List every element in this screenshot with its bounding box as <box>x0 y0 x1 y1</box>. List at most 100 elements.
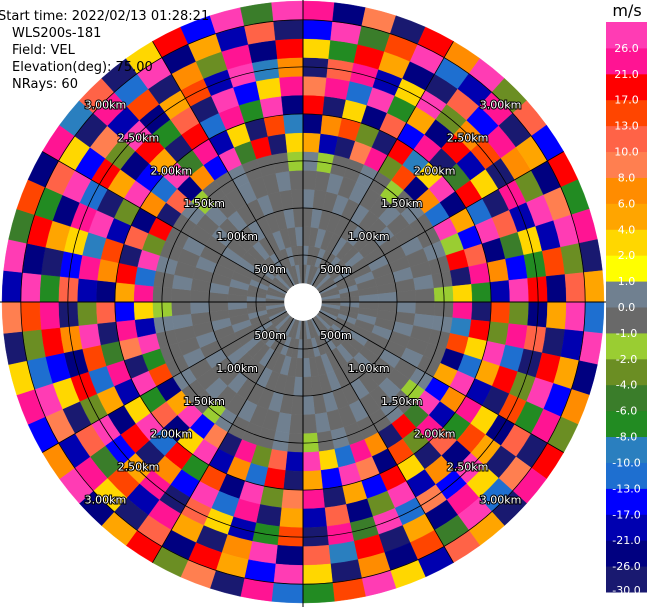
center-blank <box>284 283 322 321</box>
colorbar-tick-label: -2.0 <box>616 353 637 366</box>
velocity-cell <box>271 582 304 604</box>
colorbar-segment <box>606 462 647 489</box>
velocity-cell <box>302 395 316 416</box>
colorbar-segment <box>606 307 647 334</box>
velocity-cell <box>452 284 473 303</box>
range-ring-label: 1.00km <box>216 230 258 243</box>
velocity-cell <box>289 414 304 434</box>
velocity-cell <box>275 38 304 59</box>
velocity-cell <box>171 288 191 303</box>
range-ring-label: 500m <box>320 263 352 276</box>
range-ring <box>114 113 492 491</box>
range-ring-label: 500m <box>254 263 286 276</box>
velocity-cell <box>283 470 304 491</box>
velocity-cell <box>486 321 510 346</box>
colorbar-tick-label: 10.0 <box>614 146 639 159</box>
range-ring-label: 500m <box>254 329 286 342</box>
colorbar-segment <box>606 436 647 463</box>
velocity-cell <box>133 284 154 303</box>
colorbar-segment <box>606 229 647 256</box>
info-line: Field: VEL <box>12 43 76 58</box>
radial-line <box>302 151 564 303</box>
range-ring-label: 2.00km <box>414 428 456 441</box>
range-ring-label: 3.00km <box>85 494 127 507</box>
colorbar-segment <box>606 358 647 386</box>
velocity-cell <box>275 545 304 566</box>
velocity-cell <box>208 301 229 313</box>
colorbar-segment <box>606 22 647 49</box>
colorbar-tick-label: -21.0 <box>612 534 640 547</box>
colorbar-tick-label: 26.0 <box>614 42 639 55</box>
velocity-cell <box>289 170 304 190</box>
range-ring <box>20 19 586 585</box>
velocity-cell <box>302 488 325 510</box>
radial-line <box>302 301 454 563</box>
range-ring-label: 2.50km <box>118 461 160 474</box>
info-line: NRays: 60 <box>12 77 78 92</box>
colorbar-tick-label: -17.0 <box>612 508 640 521</box>
range-ring-label: 2.50km <box>118 131 160 144</box>
velocity-cell <box>189 301 210 315</box>
velocity-cell <box>259 95 284 119</box>
velocity-cell <box>583 270 605 303</box>
velocity-cell <box>302 451 321 472</box>
velocity-cell <box>20 272 42 303</box>
range-ring-label: 1.00km <box>348 362 390 375</box>
radial-line <box>42 301 304 453</box>
velocity-cell <box>302 38 331 59</box>
range-ring-label: 2.00km <box>151 428 193 441</box>
velocity-cell <box>377 291 398 303</box>
info-line: Start time: 2022/02/13 01:28:21 <box>0 9 209 24</box>
velocity-cell <box>583 301 605 334</box>
velocity-cell <box>505 323 528 350</box>
colorbar-segment <box>606 566 647 593</box>
range-ring-label: 1.00km <box>216 362 258 375</box>
colorbar-segment <box>606 151 647 178</box>
colorbar-tick-label: 17.0 <box>614 94 639 107</box>
velocity-cell <box>292 207 304 228</box>
range-ring-label: 1.50km <box>183 197 225 210</box>
velocity-cell <box>564 301 586 332</box>
colorbar-segment <box>606 384 647 412</box>
velocity-cell <box>396 289 417 303</box>
range-ring <box>208 207 398 397</box>
range-ring-label: 2.50km <box>447 461 489 474</box>
velocity-cell <box>273 563 304 585</box>
velocity-cell <box>320 467 343 490</box>
radial-line <box>42 151 304 303</box>
range-ring-label: 2.00km <box>414 164 456 177</box>
range-ring-label: 2.50km <box>447 131 489 144</box>
velocity-cell <box>302 94 325 116</box>
colorbar-tick-label: 2.0 <box>618 249 636 262</box>
range-ring-label: 1.50km <box>183 395 225 408</box>
velocity-cell <box>508 278 529 303</box>
colorbar-tick-label: -10.0 <box>612 456 640 469</box>
range-ring-label: 500m <box>320 329 352 342</box>
velocity-cell <box>20 301 42 332</box>
colorbar-segment <box>606 203 647 230</box>
colorbar-tick-label: -13.0 <box>612 482 640 495</box>
velocity-cell <box>259 485 284 509</box>
colorbar-segment <box>606 255 647 282</box>
colorbar-segment <box>606 125 647 153</box>
velocity-cell <box>452 301 473 320</box>
range-ring <box>67 66 539 538</box>
velocity-cell <box>271 0 304 22</box>
velocity-cell <box>96 321 120 346</box>
colorbar-segment <box>606 332 647 360</box>
velocity-cell <box>302 545 331 566</box>
colorbar-tick-label: 1.0 <box>618 275 636 288</box>
velocity-cell <box>273 19 304 41</box>
range-ring <box>255 254 351 350</box>
velocity-cell <box>114 282 135 303</box>
velocity-cell <box>1 301 23 334</box>
velocity-cell <box>78 254 101 281</box>
colorbar-tick-label: 4.0 <box>618 223 636 236</box>
range-ring-label: 1.00km <box>348 230 390 243</box>
velocity-cell <box>302 19 333 41</box>
velocity-cell <box>546 274 567 303</box>
radial-line <box>152 41 304 303</box>
velocity-cell <box>77 301 98 326</box>
colorbar-title: m/s <box>612 1 641 20</box>
